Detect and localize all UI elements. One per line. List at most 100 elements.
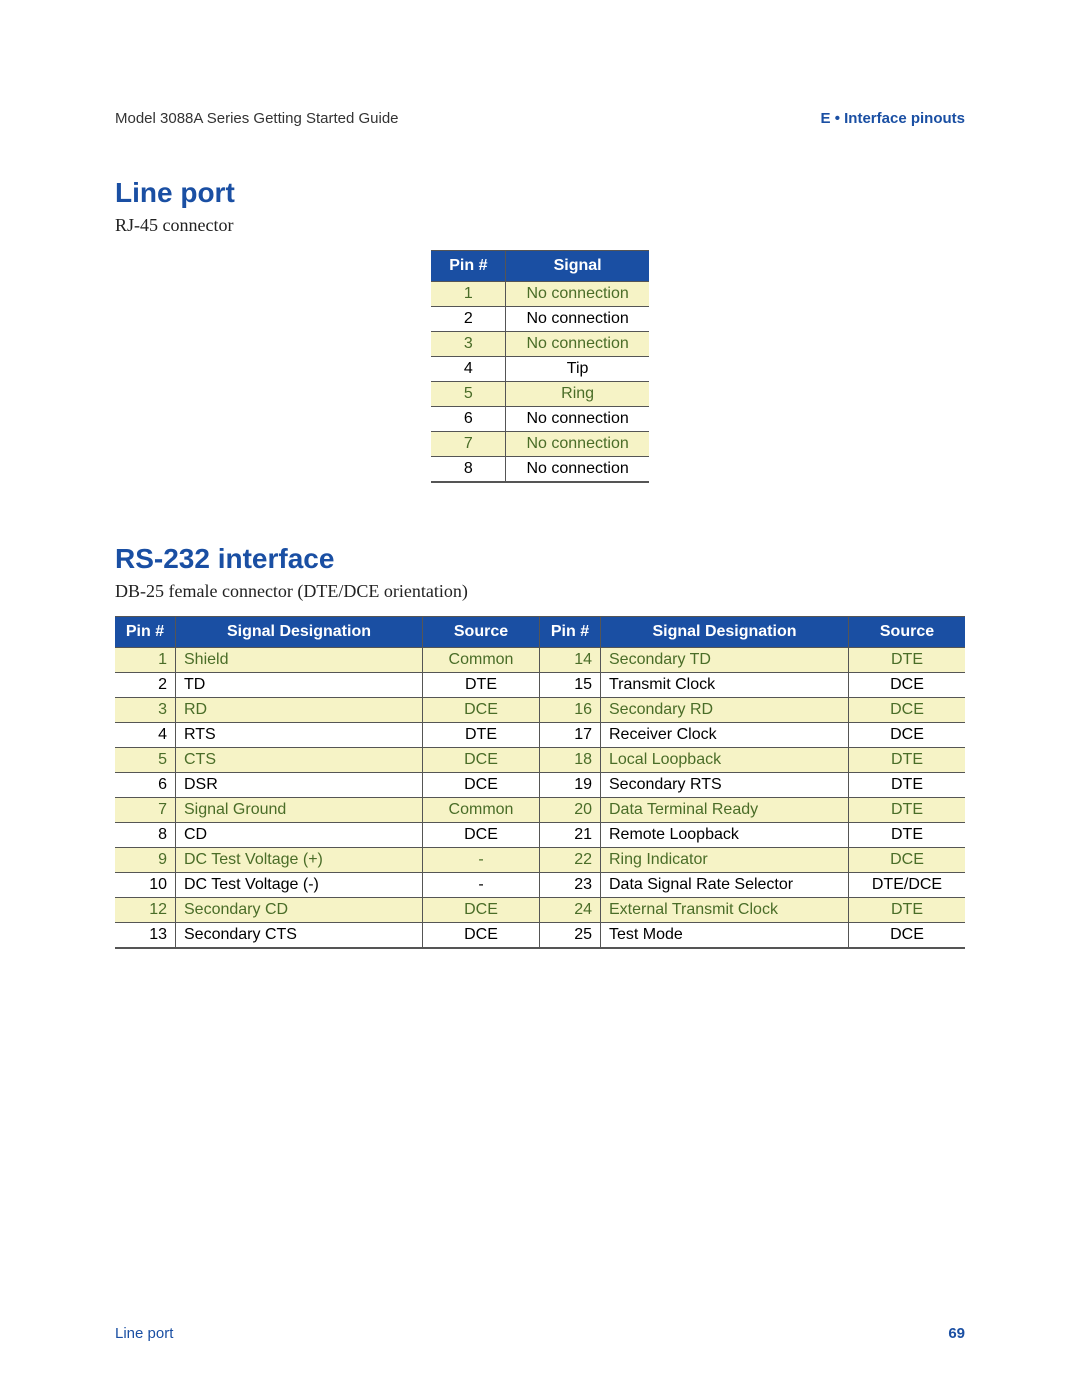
header-section-title: E • Interface pinouts [821, 110, 965, 127]
cell-pin: 21 [540, 823, 601, 848]
cell-source: DCE [423, 898, 540, 923]
rs232-table-left: Pin # Signal Designation Source 1ShieldC… [115, 616, 540, 949]
table-row: 12Secondary CDDCE [115, 898, 540, 923]
table-row: 8No connection [431, 457, 649, 483]
table-row: 19Secondary RTSDTE [540, 773, 965, 798]
cell-pin: 3 [431, 332, 506, 357]
cell-source: DTE/DCE [849, 873, 966, 898]
cell-signal: No connection [506, 407, 649, 432]
line-port-table: Pin # Signal 1No connection2No connectio… [431, 250, 649, 483]
cell-pin: 9 [115, 848, 176, 873]
cell-source: DTE [849, 773, 966, 798]
cell-signal-designation: Shield [176, 648, 423, 673]
footer-section-name: Line port [115, 1325, 173, 1342]
table-row: 14Secondary TDDTE [540, 648, 965, 673]
table-row: 8CDDCE [115, 823, 540, 848]
cell-signal-designation: RTS [176, 723, 423, 748]
cell-pin: 1 [431, 282, 506, 307]
table-row: 5CTSDCE [115, 748, 540, 773]
cell-pin: 1 [115, 648, 176, 673]
cell-pin: 6 [431, 407, 506, 432]
cell-source: DCE [849, 923, 966, 949]
cell-pin: 2 [431, 307, 506, 332]
cell-signal-designation: External Transmit Clock [601, 898, 849, 923]
cell-source: DCE [849, 673, 966, 698]
cell-signal-designation: CD [176, 823, 423, 848]
line-col-pin: Pin # [431, 251, 506, 282]
cell-source: DCE [849, 848, 966, 873]
rs232-col-pin-r: Pin # [540, 617, 601, 648]
cell-pin: 10 [115, 873, 176, 898]
cell-signal-designation: Local Loopback [601, 748, 849, 773]
cell-pin: 8 [431, 457, 506, 483]
rs232-subtitle: DB-25 female connector (DTE/DCE orientat… [115, 581, 965, 602]
cell-pin: 8 [115, 823, 176, 848]
cell-pin: 7 [431, 432, 506, 457]
cell-source: DTE [849, 798, 966, 823]
table-row: 10DC Test Voltage (-)- [115, 873, 540, 898]
table-row: 6No connection [431, 407, 649, 432]
table-row: 24External Transmit ClockDTE [540, 898, 965, 923]
cell-signal: Ring [506, 382, 649, 407]
cell-signal: No connection [506, 282, 649, 307]
table-row: 20Data Terminal ReadyDTE [540, 798, 965, 823]
table-row: 2TDDTE [115, 673, 540, 698]
cell-source: DCE [423, 748, 540, 773]
cell-signal-designation: Data Signal Rate Selector [601, 873, 849, 898]
cell-signal: Tip [506, 357, 649, 382]
table-row: 6DSRDCE [115, 773, 540, 798]
cell-signal: No connection [506, 332, 649, 357]
table-row: 25Test ModeDCE [540, 923, 965, 949]
cell-signal-designation: Data Terminal Ready [601, 798, 849, 823]
cell-source: - [423, 873, 540, 898]
cell-pin: 15 [540, 673, 601, 698]
cell-pin: 5 [431, 382, 506, 407]
table-row: 17Receiver ClockDCE [540, 723, 965, 748]
cell-signal-designation: DSR [176, 773, 423, 798]
rs232-col-src-l: Source [423, 617, 540, 648]
cell-signal-designation: Secondary CD [176, 898, 423, 923]
cell-pin: 22 [540, 848, 601, 873]
cell-source: DTE [849, 748, 966, 773]
cell-signal: No connection [506, 432, 649, 457]
cell-pin: 24 [540, 898, 601, 923]
line-port-heading: Line port [115, 177, 965, 209]
table-row: 7No connection [431, 432, 649, 457]
table-row: 7Signal GroundCommon [115, 798, 540, 823]
cell-pin: 13 [115, 923, 176, 949]
cell-source: DTE [849, 823, 966, 848]
cell-source: Common [423, 648, 540, 673]
cell-pin: 23 [540, 873, 601, 898]
page-footer: Line port 69 [115, 1325, 965, 1342]
rs232-table-right: Pin # Signal Designation Source 14Second… [540, 616, 965, 949]
cell-signal-designation: TD [176, 673, 423, 698]
cell-source: DCE [423, 923, 540, 949]
cell-signal-designation: Receiver Clock [601, 723, 849, 748]
table-row: 3No connection [431, 332, 649, 357]
rs232-col-pin-l: Pin # [115, 617, 176, 648]
cell-source: DTE [849, 898, 966, 923]
rs232-table-wrap: Pin # Signal Designation Source 1ShieldC… [115, 616, 965, 949]
cell-pin: 3 [115, 698, 176, 723]
cell-source: DTE [423, 723, 540, 748]
cell-pin: 25 [540, 923, 601, 949]
cell-signal-designation: Remote Loopback [601, 823, 849, 848]
cell-signal-designation: Secondary TD [601, 648, 849, 673]
rs232-col-sig-l: Signal Designation [176, 617, 423, 648]
cell-pin: 14 [540, 648, 601, 673]
section-line-port: Line port RJ-45 connector Pin # Signal 1… [115, 177, 965, 483]
table-row: 13Secondary CTSDCE [115, 923, 540, 949]
cell-pin: 4 [431, 357, 506, 382]
cell-pin: 19 [540, 773, 601, 798]
section-rs232: RS-232 interface DB-25 female connector … [115, 543, 965, 949]
cell-source: DTE [423, 673, 540, 698]
footer-page-number: 69 [948, 1325, 965, 1342]
cell-signal-designation: CTS [176, 748, 423, 773]
rs232-col-sig-r: Signal Designation [601, 617, 849, 648]
table-row: 18Local LoopbackDTE [540, 748, 965, 773]
cell-signal-designation: Secondary CTS [176, 923, 423, 949]
cell-signal: No connection [506, 307, 649, 332]
cell-source: DCE [423, 823, 540, 848]
rs232-heading: RS-232 interface [115, 543, 965, 575]
cell-signal-designation: Secondary RD [601, 698, 849, 723]
